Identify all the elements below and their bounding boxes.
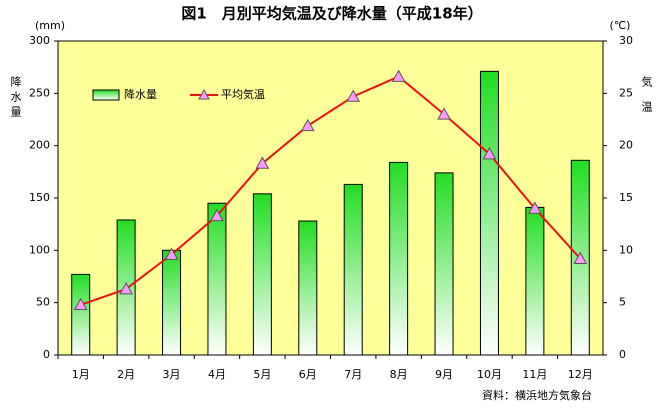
marker: [482, 147, 497, 160]
x-tick-label: 11月: [522, 368, 547, 381]
y-tick-label: 250: [29, 86, 50, 99]
bar: [162, 249, 182, 356]
bar: [343, 183, 363, 356]
marker: [437, 107, 451, 120]
y-axis-label: 降水量: [9, 75, 22, 121]
line: [80, 75, 582, 306]
x-tick-label: 5月: [253, 368, 271, 381]
marker: [573, 251, 588, 265]
bar: [479, 70, 499, 356]
y-tick-label: 200: [29, 139, 50, 152]
y-tick-label: 0: [43, 348, 50, 361]
marker: [300, 118, 315, 132]
legend-marker: [198, 88, 210, 100]
y-tick-label: 50: [36, 296, 50, 309]
legend-label: 平均気温: [221, 87, 265, 101]
marker: [73, 297, 88, 311]
y2-axis-label: 気温: [640, 75, 653, 126]
y2-tick-label: 0: [619, 348, 626, 361]
bar: [434, 172, 454, 356]
bar: [525, 206, 545, 356]
marker: [346, 89, 361, 102]
x-tick-label: 10月: [477, 368, 502, 381]
y2-tick-label: 10: [619, 243, 633, 256]
x-tick-label: 3月: [163, 368, 181, 381]
chart-title: 図1 月別平均気温及び降水量（平成18年）: [181, 5, 482, 23]
bar: [389, 161, 409, 356]
x-tick-label: 8月: [390, 368, 408, 381]
y-tick-label: 100: [29, 243, 50, 256]
source: 資料：横浜地方気象台: [482, 388, 592, 402]
bar: [298, 220, 318, 356]
y-unit: (mm): [35, 19, 65, 32]
marker: [119, 282, 133, 295]
y-tick-label: 150: [29, 191, 50, 204]
y2-tick-label: 25: [619, 86, 633, 99]
x-tick-label: 4月: [208, 368, 226, 381]
y2-tick-label: 15: [619, 191, 633, 204]
bar: [71, 273, 91, 356]
bar: [252, 193, 272, 356]
y2-tick-label: 30: [619, 34, 633, 47]
y-tick-label: 300: [29, 34, 50, 47]
marker: [255, 156, 270, 169]
x-tick-label: 7月: [344, 368, 362, 381]
legend-label: 降水量: [124, 87, 157, 101]
marker: [164, 247, 179, 260]
bar: [207, 202, 227, 356]
x-tick-label: 6月: [299, 368, 317, 381]
legend-swatch: [92, 89, 120, 101]
marker: [528, 201, 542, 214]
y2-tick-label: 20: [619, 139, 633, 152]
x-tick-label: 2月: [117, 368, 135, 381]
x-tick-label: 9月: [435, 368, 453, 381]
plot-area: [57, 40, 604, 356]
y2-unit: (℃): [610, 19, 631, 32]
marker: [210, 208, 224, 222]
marker: [391, 69, 406, 82]
y2-tick-label: 5: [619, 296, 626, 309]
x-tick-label: 1月: [72, 368, 90, 381]
x-tick-label: 12月: [568, 368, 593, 381]
